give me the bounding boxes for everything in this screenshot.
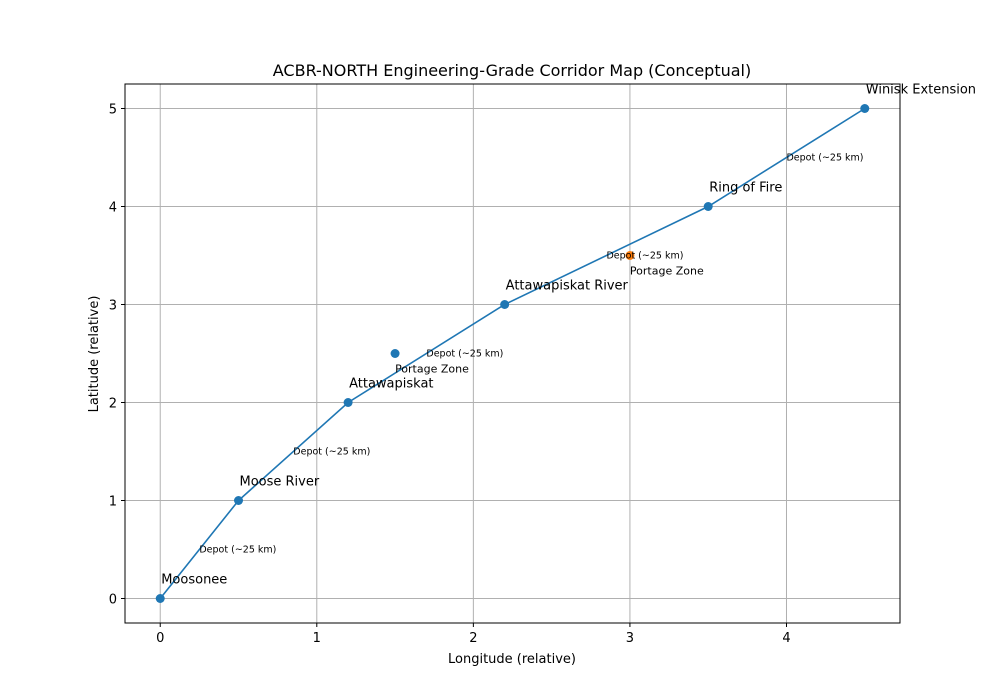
y-tick-label: 2 [109,397,117,412]
depot-label: Depot (~25 km) [606,251,683,262]
corridor-point-label: Ring of Fire [709,181,782,196]
depot-label: Depot (~25 km) [786,153,863,164]
portage-zone-label: Portage Zone [630,265,704,278]
x-tick-label: 0 [156,631,164,646]
corridor-point [343,398,353,407]
plot-frame [124,83,901,624]
y-tick-label: 0 [109,593,117,608]
portage-zone-label: Portage Zone [395,363,469,376]
x-tick-label: 4 [782,631,790,646]
x-axis-label: Longitude (relative) [448,652,576,667]
corridor-point-label: Attawapiskat [349,377,433,392]
corridor-point-label: Moose River [240,475,320,490]
y-axis-label: Latitude (relative) [87,296,102,413]
grid [125,84,900,623]
x-tick-label: 2 [469,631,477,646]
portage-zone-point [625,251,635,260]
corridor-point [703,202,713,211]
y-tick-label: 4 [109,201,117,216]
annotation-layer: Moosonee Moose River Attawapiskat Attawapis… [161,83,976,588]
depot-label: Depot (~25 km) [426,349,503,360]
portage-zone-point [390,349,400,358]
corridor-line [159,107,866,599]
corridor-point-label: Winisk Extension [866,83,976,98]
corridor-point [860,104,870,113]
chart-title: ACBR-NORTH Engineering-Grade Corridor Ma… [273,61,751,80]
y-tick-label: 5 [109,103,117,118]
x-tick-label: 1 [313,631,321,646]
axis-ticks: 0 1 2 3 4 0 1 2 3 4 5 [109,103,791,647]
y-tick-label: 1 [109,495,117,510]
corridor-point [234,496,244,505]
corridor-point-label: Moosonee [161,573,227,588]
depot-label: Depot (~25 km) [199,545,276,556]
corridor-point [500,300,510,309]
series-layer [155,104,870,603]
corridor-point [155,594,165,603]
depot-label: Depot (~25 km) [293,447,370,458]
y-tick-label: 3 [109,299,117,314]
corridor-point-label: Attawapiskat River [506,279,629,294]
x-tick-label: 3 [626,631,634,646]
